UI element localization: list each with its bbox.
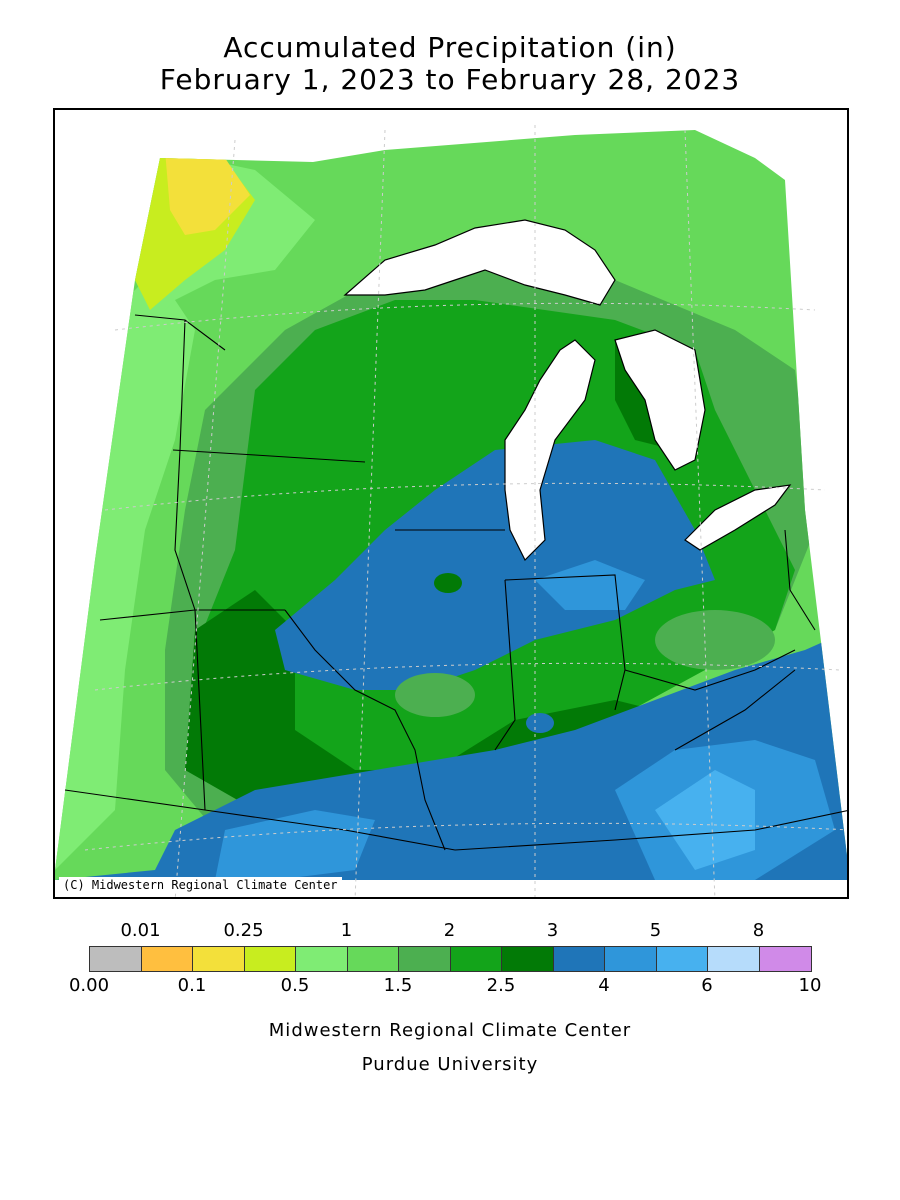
legend-swatch xyxy=(347,947,399,971)
legend-swatch xyxy=(244,947,296,971)
precipitation-legend: 0.01 0.25 1 2 3 5 8 0.00 0.1 0.5 1.5 2.5 4 6 10 xyxy=(0,920,900,1010)
legend-swatch xyxy=(141,947,193,971)
legend-swatch xyxy=(759,947,811,971)
legend-top-label: 3 xyxy=(546,920,559,941)
legend-swatch xyxy=(656,947,708,971)
legend-bottom-label: 1.5 xyxy=(383,975,413,996)
legend-color-bar xyxy=(89,946,812,972)
precipitation-map-graphic xyxy=(55,125,847,897)
legend-swatch xyxy=(553,947,605,971)
legend-bottom-label: 6 xyxy=(701,975,713,996)
legend-top-label: 0.25 xyxy=(223,920,264,941)
legend-swatch xyxy=(90,947,142,971)
map-date-range: February 1, 2023 to February 28, 2023 xyxy=(159,63,741,96)
precipitation-map: (C) Midwestern Regional Climate Center xyxy=(53,108,849,899)
legend-top-label: 0.01 xyxy=(120,920,161,941)
legend-swatch xyxy=(296,947,348,971)
footer-organization: Midwestern Regional Climate Center xyxy=(268,1020,632,1041)
legend-bottom-label: 10 xyxy=(798,975,822,996)
legend-bottom-label: 4 xyxy=(598,975,610,996)
legend-swatch xyxy=(193,947,245,971)
map-credit: (C) Midwestern Regional Climate Center xyxy=(59,877,342,893)
legend-swatch xyxy=(605,947,657,971)
legend-bottom-label: 2.5 xyxy=(486,975,516,996)
footer-university: Purdue University xyxy=(361,1054,539,1075)
legend-top-label: 1 xyxy=(340,920,353,941)
legend-top-label: 5 xyxy=(649,920,662,941)
legend-swatch xyxy=(708,947,760,971)
legend-swatch xyxy=(450,947,502,971)
legend-top-label: 8 xyxy=(752,920,765,941)
legend-swatch xyxy=(399,947,451,971)
legend-top-label: 2 xyxy=(443,920,456,941)
map-title: Accumulated Precipitation (in) xyxy=(223,31,677,64)
legend-swatch xyxy=(502,947,554,971)
legend-bottom-label: 0.1 xyxy=(177,975,207,996)
legend-bottom-label: 0.00 xyxy=(68,975,110,996)
legend-bottom-label: 0.5 xyxy=(280,975,310,996)
